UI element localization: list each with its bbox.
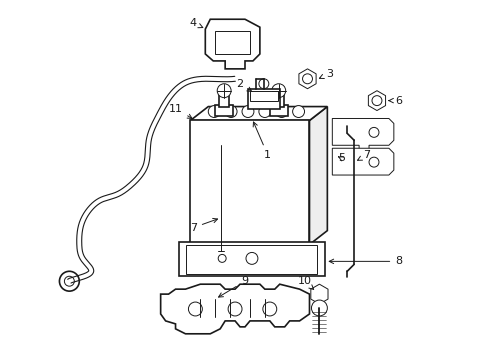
Bar <box>219 95 229 107</box>
Circle shape <box>271 84 285 98</box>
Circle shape <box>242 105 253 117</box>
Circle shape <box>275 105 287 117</box>
Polygon shape <box>332 148 393 175</box>
Circle shape <box>60 271 79 291</box>
Bar <box>273 95 283 107</box>
Text: 11: 11 <box>168 104 192 118</box>
Text: 8: 8 <box>328 256 402 266</box>
Circle shape <box>245 252 257 264</box>
Polygon shape <box>332 118 393 152</box>
Circle shape <box>368 127 378 137</box>
Bar <box>249 91 277 100</box>
Text: 5: 5 <box>337 153 344 163</box>
Text: 10: 10 <box>297 276 313 289</box>
Circle shape <box>217 84 231 98</box>
Bar <box>269 105 287 117</box>
Polygon shape <box>186 246 317 274</box>
Bar <box>215 105 233 117</box>
Bar <box>247 89 279 109</box>
Text: 7: 7 <box>357 150 370 160</box>
Text: 3: 3 <box>319 69 332 79</box>
Circle shape <box>258 79 268 89</box>
Text: 1: 1 <box>253 122 271 160</box>
Circle shape <box>258 105 270 117</box>
Circle shape <box>292 105 304 117</box>
Circle shape <box>368 157 378 167</box>
Polygon shape <box>190 107 326 121</box>
Polygon shape <box>309 107 326 244</box>
Polygon shape <box>161 284 309 334</box>
Circle shape <box>263 302 276 316</box>
Circle shape <box>311 300 326 316</box>
Polygon shape <box>205 19 259 69</box>
Bar <box>190 121 309 244</box>
Circle shape <box>188 302 202 316</box>
Polygon shape <box>215 31 249 54</box>
Text: 9: 9 <box>218 276 248 297</box>
Text: 7: 7 <box>189 219 217 233</box>
Text: 4: 4 <box>189 18 203 28</box>
Circle shape <box>228 302 242 316</box>
Circle shape <box>64 276 74 286</box>
Text: 6: 6 <box>388 96 402 105</box>
Circle shape <box>208 105 220 117</box>
Text: 2: 2 <box>236 79 251 91</box>
Polygon shape <box>178 242 325 276</box>
Circle shape <box>224 105 237 117</box>
Circle shape <box>371 96 381 105</box>
Circle shape <box>302 74 312 84</box>
Circle shape <box>218 255 225 262</box>
